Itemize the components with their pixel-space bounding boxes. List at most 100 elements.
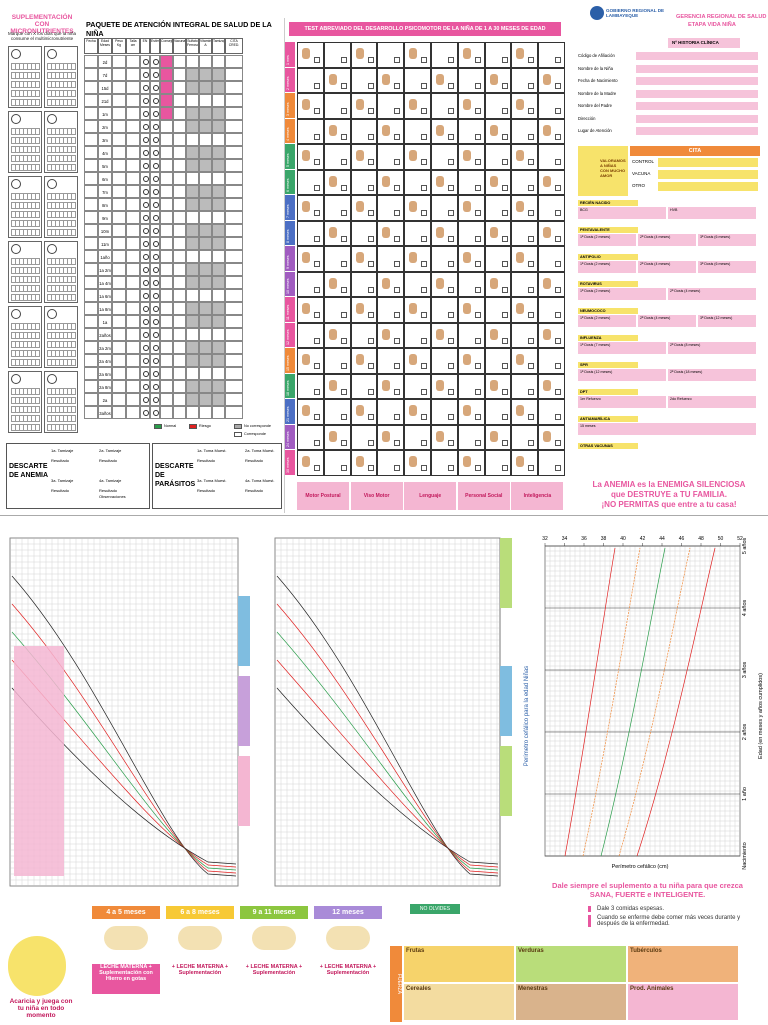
- cell: [140, 68, 150, 81]
- item-box: [448, 388, 454, 395]
- test-cell: [323, 118, 351, 144]
- cell: [186, 133, 199, 146]
- calendar-row: [47, 193, 76, 200]
- calendar-row: [47, 146, 76, 153]
- calendar-row: [47, 388, 76, 395]
- cell: [140, 81, 150, 94]
- age-cell: 2a 8m: [98, 380, 112, 393]
- test-cell: [297, 144, 324, 170]
- test-cell: [323, 348, 351, 374]
- age-band: [238, 756, 250, 826]
- calendar-row: [47, 81, 76, 88]
- cell: [150, 315, 160, 328]
- calendar-row: [47, 164, 76, 171]
- obs-label: Observaciones: [99, 494, 126, 499]
- form-input: [636, 114, 758, 123]
- item-box: [474, 363, 481, 369]
- child-image: [8, 936, 66, 996]
- item-box: [314, 57, 320, 63]
- test-cell: [350, 220, 378, 246]
- test-cell: [323, 195, 351, 221]
- cell: [186, 250, 199, 263]
- cell: [126, 172, 140, 185]
- stage-supplement: + LECHE MATERNA + Suplementación: [314, 964, 382, 994]
- test-cell: [511, 450, 539, 476]
- cell: [160, 380, 173, 393]
- supplement-panel: SUPLEMENTACIÓN CON MICRONUTRIENTES Marqu…: [2, 0, 82, 440]
- tick-label: 38: [601, 536, 607, 542]
- cell: [186, 55, 199, 68]
- item-box: [528, 210, 535, 216]
- test-cell: [538, 373, 565, 399]
- check-circle: [153, 319, 159, 325]
- care-package: PAQUETE DE ATENCIÓN INTEGRAL DE SALUD DE…: [84, 16, 284, 441]
- calendar-row: [11, 388, 40, 395]
- item-icon: [543, 226, 552, 238]
- tick-label: 44: [659, 536, 665, 542]
- cell: [225, 68, 243, 81]
- field-result: Resultado: [245, 488, 264, 493]
- item-box: [501, 159, 508, 165]
- item-icon: [355, 354, 364, 365]
- cell: [126, 94, 140, 107]
- cell: [84, 172, 98, 185]
- calendar-row: [47, 294, 76, 301]
- cell: [112, 81, 126, 94]
- test-cell: [484, 67, 512, 93]
- item-box: [394, 439, 401, 446]
- test-cell: [511, 399, 539, 425]
- age-tab: 21 meses: [285, 399, 295, 424]
- percentile-curve: [276, 659, 499, 868]
- check-circle: [153, 228, 159, 234]
- cell: [173, 328, 186, 341]
- care-table: Fecha Edad Meses 2d 7d 15d 21d 1m 2m 3m 4m 5m 6m 7m 8…: [84, 38, 282, 438]
- item-box: [367, 414, 374, 420]
- item-box: [367, 363, 374, 369]
- cell: [199, 211, 212, 224]
- cell: [199, 120, 212, 133]
- cell: [126, 380, 140, 393]
- item-box: [421, 388, 428, 395]
- item-icon: [543, 430, 552, 442]
- test-cell: [297, 42, 324, 68]
- cell: [112, 68, 126, 81]
- cell: [112, 289, 126, 302]
- cell: [173, 237, 186, 250]
- check-circle: [143, 163, 149, 169]
- cell: [150, 328, 160, 341]
- test-cell: [297, 450, 324, 476]
- column-header: Edad Meses: [98, 38, 112, 54]
- check-circle: [153, 384, 159, 390]
- age-label: 8 meses: [286, 229, 290, 243]
- item-box: [555, 337, 562, 344]
- item-box: [501, 439, 508, 446]
- check-circle: [143, 371, 149, 377]
- test-cell: [323, 297, 351, 323]
- age-cell: 10m: [98, 224, 112, 237]
- vaccine-dose: 1ª Dosis (7 meses): [578, 342, 666, 354]
- item-icon: [302, 99, 310, 110]
- percentile-curve: [276, 631, 499, 871]
- item-icon: [489, 124, 498, 136]
- cell: [150, 120, 160, 133]
- item-icon: [516, 201, 525, 212]
- calendar-block: [8, 176, 42, 238]
- cell: [199, 354, 212, 367]
- check-circle: [143, 332, 149, 338]
- item-box: [448, 82, 454, 89]
- item-box: [421, 108, 428, 114]
- stage-plate: [252, 926, 296, 950]
- item-icon: [543, 379, 552, 391]
- form-label: Nombre de la Madre: [578, 90, 617, 96]
- item-box: [421, 363, 428, 369]
- item-box: [367, 286, 374, 293]
- column-header: Fecha: [84, 38, 98, 54]
- vaccine-header: DPT: [578, 389, 638, 395]
- item-box: [448, 439, 454, 446]
- cell: [225, 250, 243, 263]
- cell: [160, 81, 173, 94]
- cell: [212, 380, 225, 393]
- cell: [212, 354, 225, 367]
- calendar-icon: [47, 309, 57, 319]
- food-group: Verduras: [516, 946, 626, 982]
